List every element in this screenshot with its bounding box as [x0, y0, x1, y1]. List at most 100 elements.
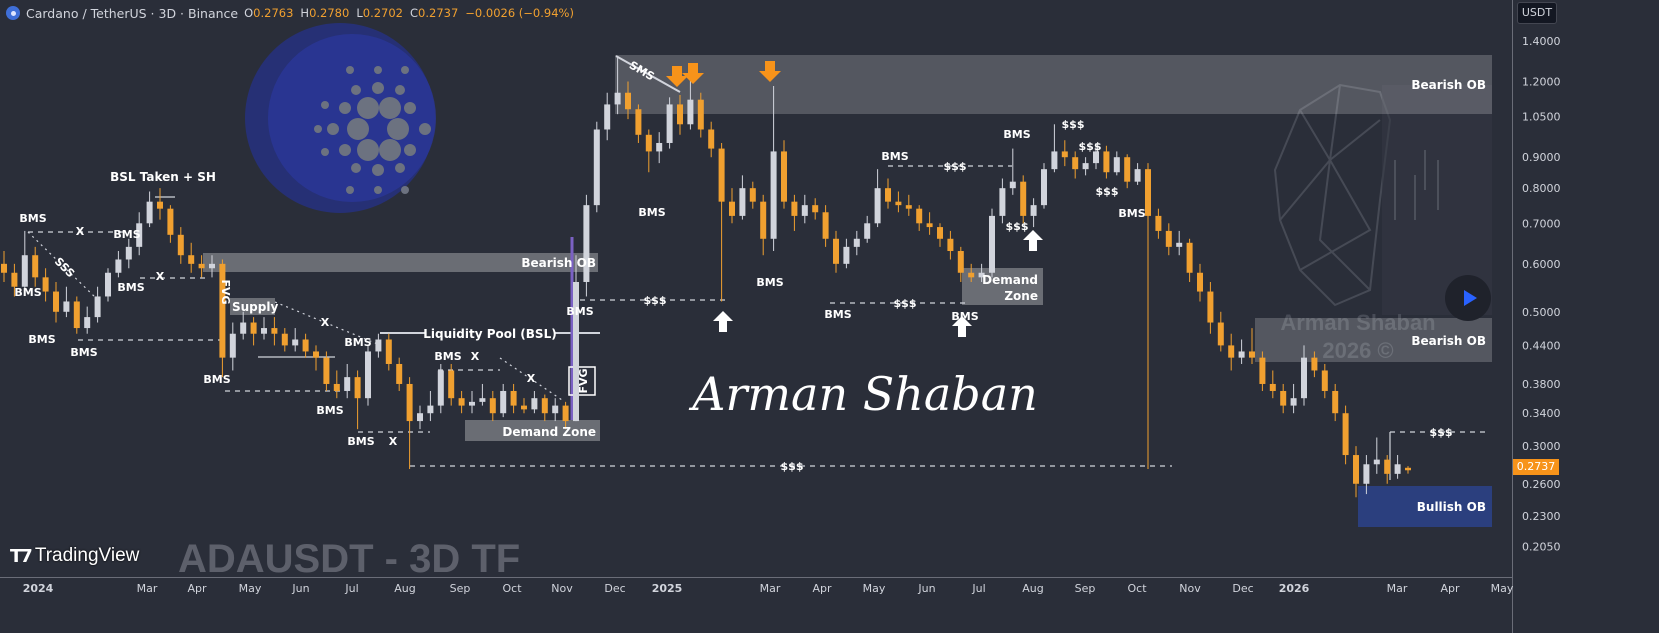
label-bms: BMS [344, 336, 371, 349]
candle [978, 263, 985, 282]
candle [198, 255, 205, 278]
candle [105, 268, 111, 302]
play-button[interactable] [1445, 275, 1491, 321]
candle-body [583, 205, 590, 282]
label-x: X [76, 225, 85, 238]
candle [989, 208, 995, 278]
price-tick-label: 0.2050 [1522, 540, 1561, 553]
candle-body [146, 201, 153, 224]
candle-body [562, 405, 569, 422]
label-bms: BMS [14, 286, 41, 299]
currency-selector[interactable]: USDT [1517, 2, 1557, 24]
candle-body [385, 339, 392, 364]
candle [125, 238, 132, 269]
candle [604, 92, 611, 141]
candle [1259, 351, 1266, 391]
candle-body [635, 109, 642, 135]
candle [209, 255, 215, 278]
time-tick-label: Mar [1387, 582, 1408, 595]
candle-body [1061, 151, 1068, 158]
candle [864, 215, 871, 243]
candle-body [1030, 205, 1037, 216]
label-liquidity: $$$ [1006, 220, 1029, 233]
candle [760, 194, 767, 256]
price-tick-label: 1.0500 [1522, 111, 1561, 124]
label-bms: BMS [1118, 207, 1145, 220]
candle-body [552, 405, 559, 414]
candle-body [593, 129, 600, 206]
label-x: X [471, 350, 480, 363]
candle [333, 370, 340, 399]
candle-body [84, 317, 91, 329]
candle-body [1228, 345, 1235, 358]
annotation-lines [27, 55, 1490, 480]
candle-body [1259, 357, 1266, 384]
label-bms: BMS [824, 308, 851, 321]
candle-body [885, 188, 891, 202]
candle [53, 281, 59, 323]
time-axis[interactable] [0, 577, 1512, 633]
candle-body [708, 129, 715, 149]
candle-body [1072, 157, 1079, 170]
candle [73, 296, 80, 334]
time-tick-label: Jun [291, 582, 309, 595]
author-watermark: Arman Shaban [1280, 310, 1435, 335]
chart-header: Cardano / TetherUS · 3D · Binance O0.276… [6, 4, 574, 22]
candle [167, 205, 174, 243]
label-bsl-taken: BSL Taken + SH [110, 170, 216, 184]
label-liquidity-pool: Liquidity Pool (BSL) [423, 327, 556, 341]
candle [1020, 175, 1027, 224]
candle-body [770, 151, 777, 239]
candle [1394, 455, 1401, 479]
candle-body [157, 201, 163, 209]
candle-body [1197, 272, 1203, 292]
candle-body [240, 322, 247, 334]
candle-body [1394, 464, 1401, 474]
time-tick-label: May [863, 582, 886, 595]
candle [874, 169, 881, 228]
candle [261, 317, 267, 340]
cardano-coin-icon [6, 6, 20, 20]
candle [1093, 142, 1099, 170]
candle-body [1113, 157, 1120, 173]
high-label: H [300, 6, 310, 20]
cardano-logo-watermark [245, 23, 436, 213]
candle-body [177, 234, 184, 256]
close-value: 0.2737 [418, 6, 459, 20]
candle [1342, 405, 1349, 465]
candle-body [292, 339, 299, 346]
candle-body [999, 188, 1006, 216]
candle [510, 383, 517, 414]
candle-body [739, 188, 746, 216]
symbol-title[interactable]: Cardano / TetherUS · 3D · Binance [26, 5, 239, 21]
candle-body [281, 333, 288, 346]
candle [1321, 363, 1328, 399]
demand-zone-bottom [465, 420, 600, 441]
candle [250, 317, 257, 346]
candle-body [1249, 351, 1255, 358]
candle-body [874, 188, 881, 224]
candle-body [853, 238, 860, 247]
label-zone: Zone [1004, 289, 1038, 303]
candle-body [666, 104, 673, 143]
candle [177, 227, 184, 264]
candle [1124, 154, 1131, 189]
price-tick-label: 0.8000 [1522, 182, 1561, 195]
price-axis[interactable] [1512, 0, 1659, 633]
tradingview-logo[interactable]: T7 TradingView [10, 545, 139, 567]
candle [1134, 163, 1141, 185]
time-tick-label: Jul [344, 582, 358, 595]
label-liquidity: $$$ [1430, 426, 1453, 439]
candle-body [21, 255, 28, 287]
candle-body [760, 201, 767, 239]
play-icon [1463, 290, 1477, 306]
candle [1, 251, 7, 282]
candle [21, 230, 28, 292]
price-tick-label: 0.9000 [1522, 151, 1561, 164]
candle [281, 328, 288, 352]
time-tick-label: Aug [1022, 582, 1043, 595]
candle-body [781, 151, 787, 202]
candle-body [250, 322, 257, 334]
candle-body [437, 370, 444, 406]
